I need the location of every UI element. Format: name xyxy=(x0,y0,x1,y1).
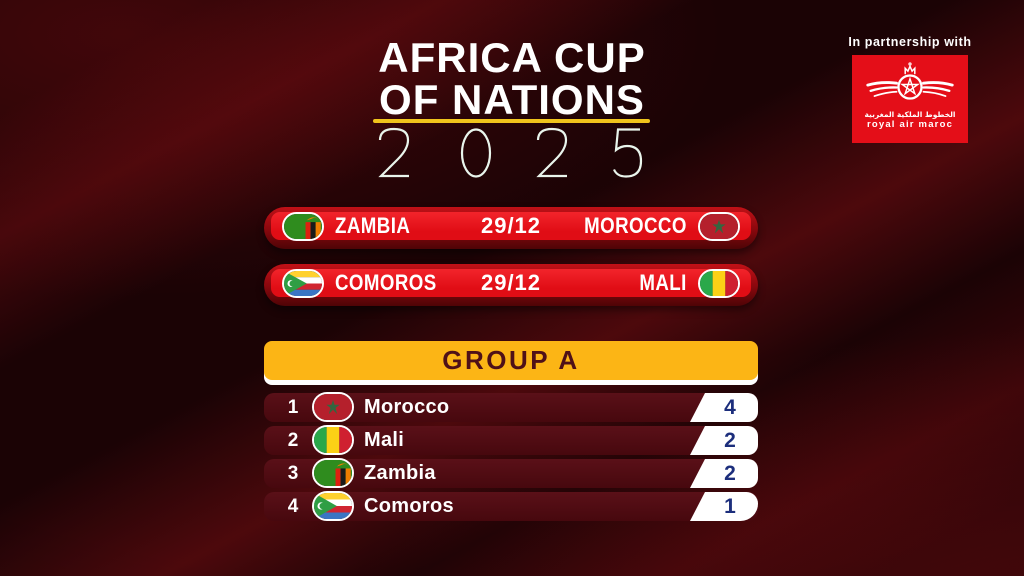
partnership-label: In partnership with xyxy=(848,35,972,49)
points-badge: 1 xyxy=(690,492,758,521)
fixture-home-side: ZAMBIA xyxy=(282,211,424,241)
team-name: Morocco xyxy=(364,396,450,418)
table-row-comoros: 4 Comoros 1 xyxy=(264,491,758,521)
points-value: 2 xyxy=(724,461,736,485)
comoros-flag-icon xyxy=(282,268,324,298)
points-badge: 2 xyxy=(690,459,758,488)
mali-flag-icon xyxy=(698,268,740,298)
fixture-home-team: COMOROS xyxy=(335,270,437,295)
rank-number: 2 xyxy=(287,430,299,451)
team-name: Mali xyxy=(364,429,405,451)
airline-name: royal air maroc xyxy=(866,119,954,130)
rank-number: 3 xyxy=(287,463,299,484)
group-header: GROUP A xyxy=(264,341,758,380)
airline-arabic-name: الخطوط الملكية المغربية xyxy=(864,110,956,119)
team-name: Comoros xyxy=(364,495,454,517)
fixture-bar: ZAMBIA 29/12 MOROCCO xyxy=(271,211,751,241)
year-digits-outline xyxy=(378,127,643,178)
fixture-away-side: MOROCCO xyxy=(566,211,740,241)
page-title-line2: OF NATIONS xyxy=(379,76,645,123)
table-row-mali: 2 Mali 2 xyxy=(264,425,758,455)
airline-emblem-icon xyxy=(866,62,954,100)
fixture-home-side: COMOROS xyxy=(282,268,455,298)
points-value: 4 xyxy=(724,395,736,419)
fixture-comoros-mali: COMOROS 29/12 MALI xyxy=(264,264,758,306)
fixture-away-team: MALI xyxy=(639,270,687,295)
fixture-bar: COMOROS 29/12 MALI xyxy=(271,268,751,298)
fixture-home-team: ZAMBIA xyxy=(335,213,411,238)
fixture-date: 29/12 xyxy=(480,213,542,238)
table-row-zambia: 3 Zambia 2 xyxy=(264,458,758,488)
royal-air-maroc-logo: الخطوط الملكية المغربية royal air maroc xyxy=(852,55,968,143)
morocco-flag-icon xyxy=(698,211,740,241)
points-badge: 2 xyxy=(690,426,758,455)
group-header-label: GROUP A xyxy=(442,345,580,375)
page-title-line1: AFRICA CUP xyxy=(378,34,646,81)
fixture-zambia-morocco: ZAMBIA 29/12 MOROCCO xyxy=(264,207,758,249)
fixture-away-team: MOROCCO xyxy=(584,213,687,238)
fixture-away-side: MALI xyxy=(631,268,740,298)
morocco-flag-icon xyxy=(312,392,354,422)
fixture-date: 29/12 xyxy=(480,270,542,295)
mali-flag-icon xyxy=(312,425,354,455)
rank-number: 4 xyxy=(287,496,299,517)
rank-number: 1 xyxy=(287,397,299,418)
table-row-morocco: 1 Morocco 4 xyxy=(264,392,758,422)
zambia-flag-icon xyxy=(282,211,324,241)
title-divider xyxy=(373,119,650,123)
points-badge: 4 xyxy=(690,393,758,422)
comoros-flag-icon xyxy=(312,491,354,521)
points-value: 2 xyxy=(724,428,736,452)
zambia-flag-icon xyxy=(312,458,354,488)
points-value: 1 xyxy=(724,494,736,518)
team-name: Zambia xyxy=(364,462,436,484)
year-2025: 2025 xyxy=(378,127,646,181)
